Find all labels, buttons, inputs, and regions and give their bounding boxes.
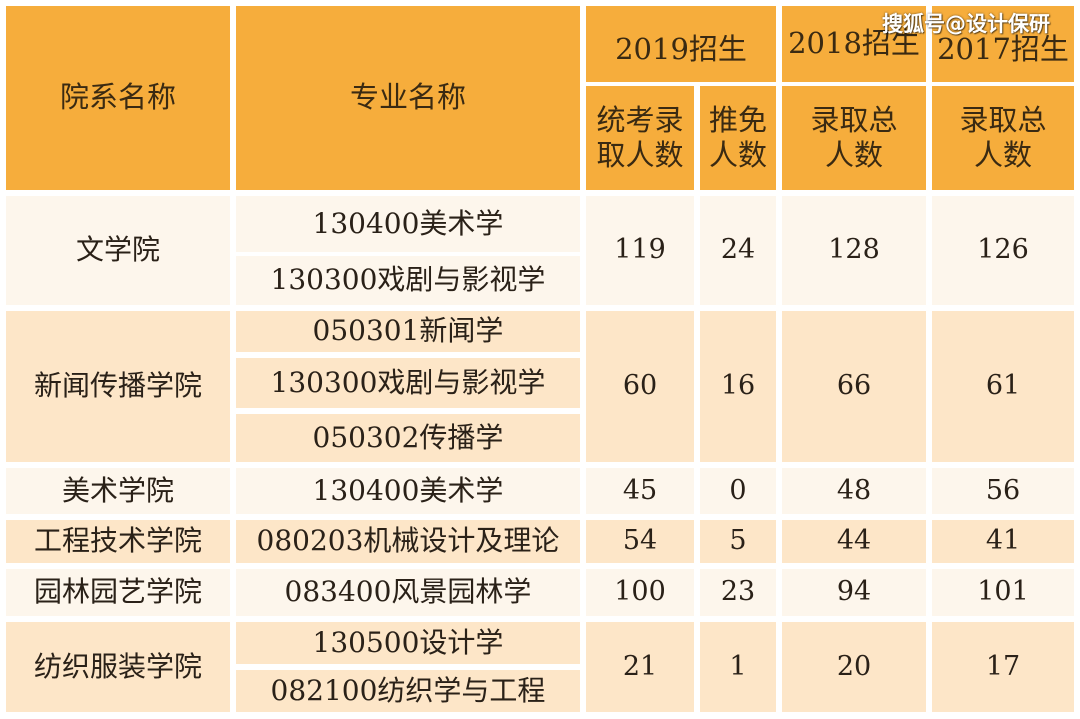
exam-admit-cell: 60	[586, 311, 694, 462]
exam-admit-cell: 21	[586, 622, 694, 712]
total-2018-cell: 94	[782, 569, 926, 616]
exam-admit-cell: 54	[586, 520, 694, 563]
major-cell: 130500设计学	[236, 622, 580, 664]
major-cell: 080203机械设计及理论	[236, 520, 580, 563]
total-2018-cell: 128	[782, 196, 926, 305]
header-exam-admit-line2: 取人数	[596, 138, 684, 172]
major-cell: 082100纺织学与工程	[236, 670, 580, 712]
header-total-2017-line2: 人数	[973, 138, 1032, 172]
header-major-label: 专业名称	[349, 80, 466, 115]
exempt-cell: 5	[700, 520, 776, 563]
header-2019: 2019招生	[586, 6, 776, 82]
header-2017-label: 2017招生	[937, 32, 1069, 67]
exam-admit-cell: 100	[586, 569, 694, 616]
major-cell: 050302传播学	[236, 414, 580, 462]
total-2017-cell: 101	[932, 569, 1074, 616]
major-cell: 083400风景园林学	[236, 569, 580, 616]
major-cell: 130400美术学	[236, 468, 580, 514]
exam-admit-cell: 45	[586, 468, 694, 514]
total-2018-cell: 20	[782, 622, 926, 712]
header-exempt-line2: 人数	[708, 138, 767, 172]
total-2018-cell: 44	[782, 520, 926, 563]
dept-cell: 新闻传播学院	[6, 311, 230, 462]
header-2018: 2018招生	[782, 6, 926, 82]
dept-cell: 纺织服装学院	[6, 622, 230, 712]
exempt-cell: 23	[700, 569, 776, 616]
header-2018-label: 2018招生	[788, 26, 920, 61]
major-cell: 130300戏剧与影视学	[236, 256, 580, 305]
header-exam-admit: 统考录 取人数	[586, 86, 694, 190]
exempt-cell: 24	[700, 196, 776, 305]
header-2019-label: 2019招生	[615, 32, 747, 67]
header-total-2017: 录取总 人数	[932, 86, 1074, 190]
header-total-2018-line1: 录取总	[810, 102, 898, 137]
total-2018-cell: 48	[782, 468, 926, 514]
header-exempt-line1: 推免	[708, 102, 767, 137]
dept-cell: 园林园艺学院	[6, 569, 230, 616]
total-2017-cell: 17	[932, 622, 1074, 712]
header-major: 专业名称	[236, 6, 580, 190]
major-cell: 130400美术学	[236, 196, 580, 252]
dept-cell: 文学院	[6, 196, 230, 305]
header-2017: 2017招生	[932, 6, 1074, 82]
header-exempt: 推免 人数	[700, 86, 776, 190]
header-total-2017-line1: 录取总	[959, 102, 1047, 137]
total-2017-cell: 41	[932, 520, 1074, 563]
exempt-cell: 0	[700, 468, 776, 514]
major-cell: 050301新闻学	[236, 311, 580, 352]
exempt-cell: 1	[700, 622, 776, 712]
exempt-cell: 16	[700, 311, 776, 462]
major-cell: 130300戏剧与影视学	[236, 358, 580, 408]
watermark: 搜狐号@设计保研	[882, 12, 1050, 36]
total-2017-cell: 56	[932, 468, 1074, 514]
total-2017-cell: 126	[932, 196, 1074, 305]
header-total-2018: 录取总 人数	[782, 86, 926, 190]
exam-admit-cell: 119	[586, 196, 694, 305]
dept-cell: 美术学院	[6, 468, 230, 514]
total-2017-cell: 61	[932, 311, 1074, 462]
header-dept-label: 院系名称	[59, 80, 176, 115]
total-2018-cell: 66	[782, 311, 926, 462]
dept-cell: 工程技术学院	[6, 520, 230, 563]
header-total-2018-line2: 人数	[824, 138, 883, 172]
header-dept: 院系名称	[6, 6, 230, 190]
header-exam-admit-line1: 统考录	[596, 102, 684, 137]
